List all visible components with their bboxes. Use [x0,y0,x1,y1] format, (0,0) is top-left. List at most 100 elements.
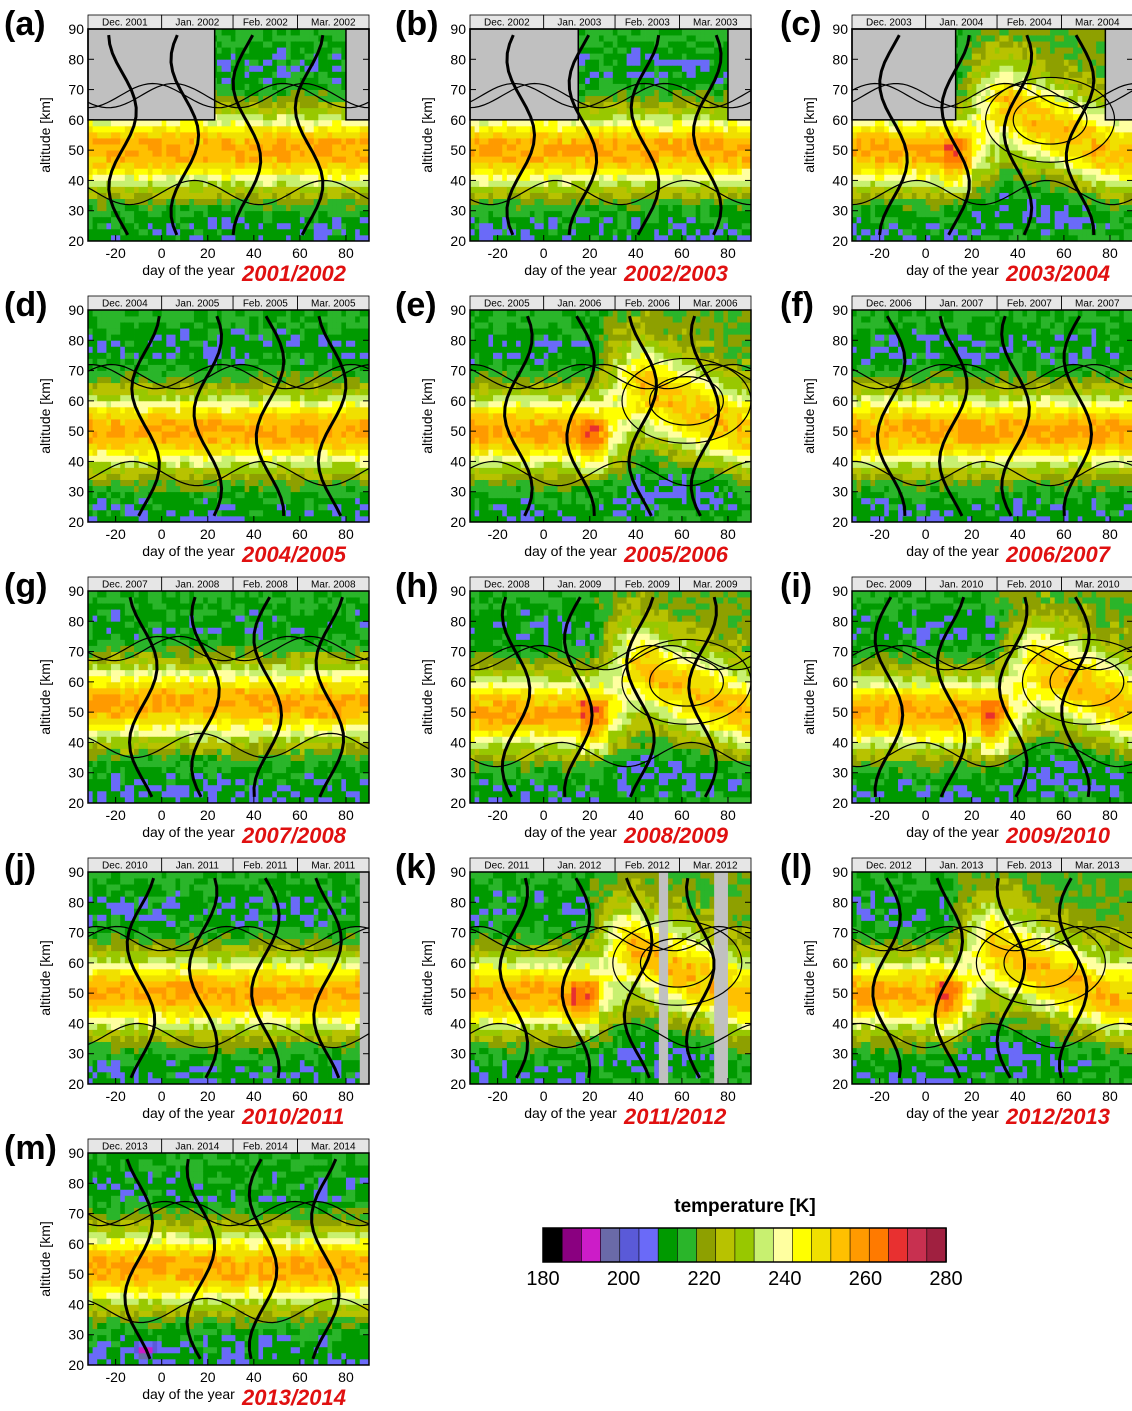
heatmap-cell [687,126,692,132]
heatmap-cell [120,193,125,199]
heatmap-cell [516,138,521,144]
heatmap-cell [125,180,130,186]
heatmap-cell [185,193,190,199]
heatmap-cell [346,120,351,126]
heatmap-cell [926,217,931,223]
heatmap-cell [604,205,609,211]
heatmap-cell [907,120,912,126]
heatmap-cell [222,84,227,90]
heatmap-cell [199,193,204,199]
heatmap-cell [281,186,286,192]
heatmap-cell [921,156,926,162]
heatmap-cell [539,144,544,150]
heatmap-cell [581,156,586,162]
heatmap-cell [351,132,356,138]
heatmap-cell [360,120,365,126]
heatmap-cell [208,217,213,223]
heatmap-cell [240,29,245,35]
heatmap-cell [328,144,333,150]
heatmap-cell [539,156,544,162]
heatmap-cell [585,156,590,162]
x-tick-label: 80 [338,245,354,261]
heatmap-cell [728,138,733,144]
heatmap-cell [263,132,268,138]
heatmap-cell [613,41,618,47]
heatmap-cell [525,199,530,205]
heatmap-cell [231,150,236,156]
heatmap-cell [875,205,880,211]
heatmap-cell [272,168,277,174]
heatmap-cell [199,174,204,180]
heatmap-cell [645,126,650,132]
heatmap-cell [148,132,153,138]
heatmap-cell [682,120,687,126]
heatmap-cell [585,96,590,102]
heatmap-cell [682,59,687,65]
heatmap-cell [889,144,894,150]
heatmap-cell [332,193,337,199]
heatmap-cell [148,126,153,132]
heatmap-cell [682,180,687,186]
heatmap-cell [268,53,273,59]
heatmap-cell [88,211,93,217]
heatmap-cell [622,162,627,168]
heatmap-cell [291,138,296,144]
heatmap-cell [226,223,231,229]
heatmap-cell [502,193,507,199]
heatmap-cell [346,205,351,211]
heatmap-cell [511,150,516,156]
heatmap-cell [507,126,512,132]
heatmap-cell [668,114,673,120]
heatmap-cell [544,186,549,192]
heatmap-cell [650,77,655,83]
heatmap-cell [599,120,604,126]
heatmap-cell [351,144,356,150]
heatmap-cell [548,199,553,205]
heatmap-cell [134,186,139,192]
heatmap-cell [291,217,296,223]
heatmap-cell [139,223,144,229]
heatmap-cell [916,156,921,162]
heatmap-cell [360,162,365,168]
heatmap-cell [235,84,240,90]
heatmap-cell [852,168,857,174]
heatmap-cell [622,168,627,174]
heatmap-cell [608,174,613,180]
heatmap-cell [328,126,333,132]
heatmap-cell [300,156,305,162]
heatmap-cell [617,217,622,223]
heatmap-cell [590,150,595,156]
heatmap-cell [889,126,894,132]
heatmap-cell [328,53,333,59]
heatmap-cell [212,168,217,174]
heatmap-cell [926,162,931,168]
heatmap-cell [498,150,503,156]
heatmap-cell [880,144,885,150]
heatmap-cell [852,211,857,217]
heatmap-cell [332,186,337,192]
heatmap-cell [889,162,894,168]
heatmap-cell [921,229,926,235]
heatmap-cell [893,162,898,168]
heatmap-cell [594,90,599,96]
heatmap-cell [148,229,153,235]
heatmap-cell [640,114,645,120]
heatmap-cell [696,126,701,132]
heatmap-cell [668,193,673,199]
heatmap-cell [199,223,204,229]
heatmap-cell [737,193,742,199]
heatmap-cell [903,229,908,235]
heatmap-cell [668,96,673,102]
heatmap-cell [217,223,222,229]
heatmap-cell [926,120,931,126]
heatmap-cell [631,53,636,59]
heatmap-cell [682,223,687,229]
heatmap-cell [622,180,627,186]
heatmap-cell [912,180,917,186]
heatmap-cell [733,162,738,168]
heatmap-cell [129,174,134,180]
heatmap-cell [866,126,871,132]
heatmap-cell [631,180,636,186]
heatmap-cell [907,174,912,180]
heatmap-cell [143,144,148,150]
